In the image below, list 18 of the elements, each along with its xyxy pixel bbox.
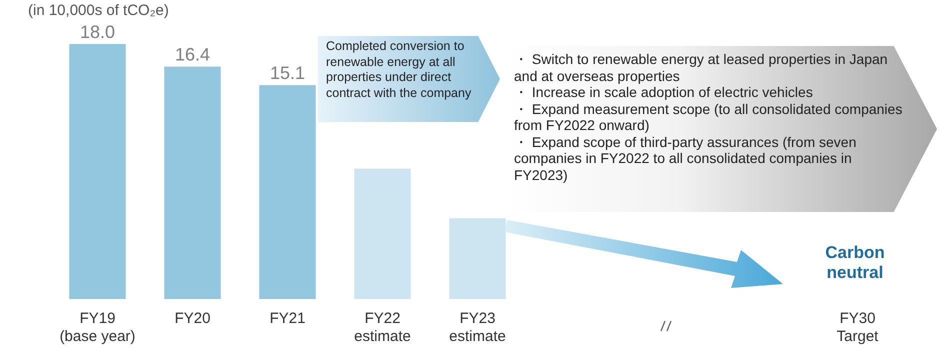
bar [354, 168, 411, 299]
annotation: Carbon neutral [824, 243, 886, 283]
x-tick-label: FY23 estimate [449, 310, 506, 346]
x-tick-label: FY19 (base year) [60, 310, 136, 346]
x-tick-label: FY21 [270, 310, 306, 328]
x-tick-label: FY30 Target [836, 310, 880, 346]
data-label: 18.0 [80, 22, 116, 42]
data-label: 15.1 [270, 63, 306, 84]
annotation: Completed conversion to renewable energy at all properties under direct contract with the company [326, 39, 472, 101]
text: (in 10,000s of tCO₂e) [28, 2, 169, 19]
bar [69, 44, 126, 299]
data-label: 16.4 [174, 44, 210, 65]
bar [164, 66, 221, 299]
x-tick-label: FY20 [174, 310, 210, 328]
annotation: ・ Switch to renewable energy at leased properties in Japan and at overseas properties ・ Increase in scale adoption of electric vehicles ・ Expand measurement scope (to all consolidated companies from FY2022 onward) ・ Expand scope of third-party assurances (from seven companies in FY2022 to all consolidated companies in FY2023) [514, 51, 904, 183]
bar [449, 218, 506, 299]
bar [259, 85, 316, 299]
x-tick-label: FY22 estimate [354, 310, 411, 346]
